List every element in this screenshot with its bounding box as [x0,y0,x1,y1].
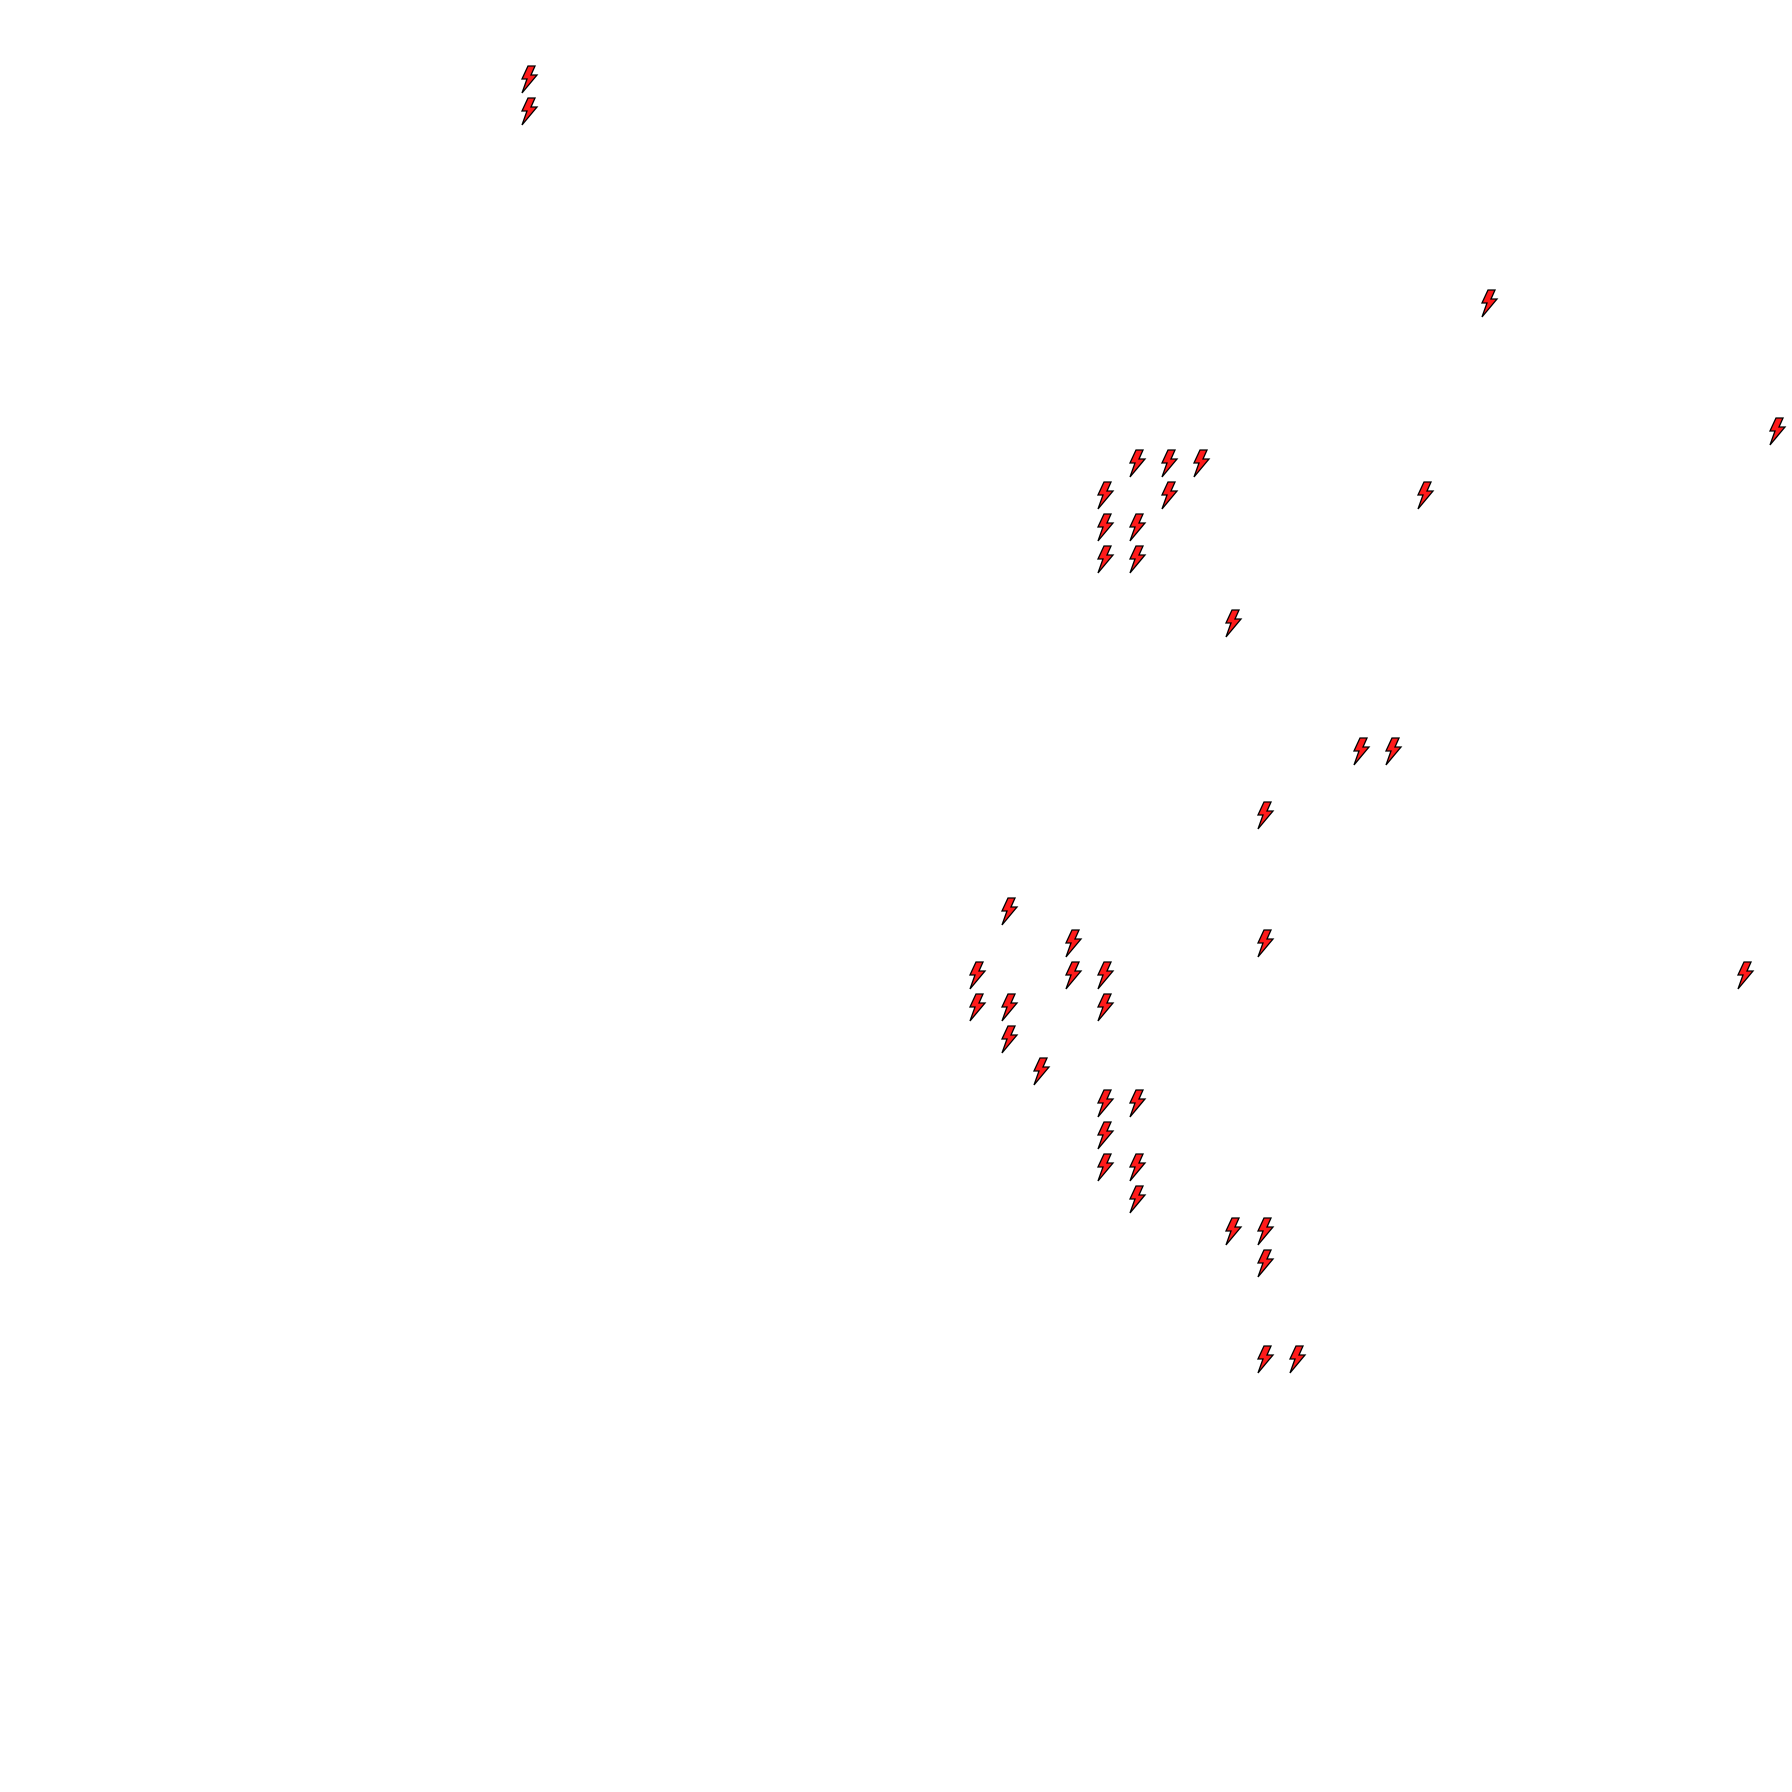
map-marker[interactable] [1352,737,1372,767]
lightning-bolt-icon [1000,993,1019,1022]
map-marker[interactable] [1128,513,1148,543]
map-marker[interactable] [1128,545,1148,575]
lightning-bolt-icon [1192,449,1211,478]
map-marker[interactable] [1736,961,1756,991]
map-marker[interactable] [1256,1217,1276,1247]
map-marker[interactable] [1000,897,1020,927]
lightning-bolt-icon [1384,737,1403,766]
map-marker[interactable] [1128,1185,1148,1215]
map-marker[interactable] [1256,929,1276,959]
map-marker[interactable] [1064,929,1084,959]
map-marker[interactable] [1160,449,1180,479]
lightning-bolt-icon [1000,1025,1019,1054]
map-marker[interactable] [1160,481,1180,511]
map-marker[interactable] [1128,1153,1148,1183]
lightning-bolt-icon [968,961,987,990]
lightning-bolt-icon [1096,481,1115,510]
lightning-bolt-icon [1256,929,1275,958]
lightning-bolt-icon [1096,1121,1115,1150]
map-marker[interactable] [1096,481,1116,511]
map-marker[interactable] [1096,1089,1116,1119]
map-marker[interactable] [1224,1217,1244,1247]
lightning-bolt-icon [1096,513,1115,542]
lightning-bolt-icon [1736,961,1755,990]
map-marker[interactable] [1096,1121,1116,1151]
lightning-bolt-icon [1256,1217,1275,1246]
lightning-bolt-icon [1096,545,1115,574]
map-marker[interactable] [1096,513,1116,543]
lightning-bolt-icon [1128,513,1147,542]
map-marker[interactable] [1096,961,1116,991]
lightning-bolt-icon [1096,1089,1115,1118]
map-marker[interactable] [1384,737,1404,767]
lightning-bolt-icon [1352,737,1371,766]
lightning-bolt-icon [1160,481,1179,510]
map-marker[interactable] [1256,1249,1276,1279]
map-marker[interactable] [1000,993,1020,1023]
map-marker[interactable] [1288,1345,1308,1375]
map-marker[interactable] [1224,609,1244,639]
map-marker[interactable] [520,65,540,95]
map-marker[interactable] [968,993,988,1023]
lightning-bolt-icon [1096,993,1115,1022]
map-marker[interactable] [1000,1025,1020,1055]
lightning-bolt-icon [1128,1153,1147,1182]
lightning-bolt-icon [520,65,539,94]
lightning-bolt-icon [1128,545,1147,574]
map-marker[interactable] [1096,1153,1116,1183]
lightning-bolt-icon [1416,481,1435,510]
lightning-bolt-icon [1128,449,1147,478]
map-marker[interactable] [1768,417,1788,447]
lightning-bolt-icon [968,993,987,1022]
lightning-bolt-icon [1032,1057,1051,1086]
lightning-bolt-icon [1224,609,1243,638]
map-marker[interactable] [1032,1057,1052,1087]
map-marker[interactable] [968,961,988,991]
map-marker[interactable] [1256,1345,1276,1375]
lightning-bolt-icon [1480,289,1499,318]
lightning-bolt-icon [1000,897,1019,926]
lightning-bolt-icon [1128,1089,1147,1118]
lightning-bolt-icon [1160,449,1179,478]
map-marker[interactable] [520,97,540,127]
lightning-bolt-icon [1256,1345,1275,1374]
lightning-bolt-icon [1256,1249,1275,1278]
lightning-bolt-icon [1096,961,1115,990]
lightning-bolt-icon [520,97,539,126]
lightning-bolt-icon [1064,961,1083,990]
lightning-bolt-icon [1768,417,1787,446]
map-marker[interactable] [1128,1089,1148,1119]
map-marker[interactable] [1192,449,1212,479]
map-marker[interactable] [1480,289,1500,319]
map-marker[interactable] [1256,801,1276,831]
map-marker[interactable] [1128,449,1148,479]
map-marker[interactable] [1416,481,1436,511]
lightning-bolt-icon [1128,1185,1147,1214]
lightning-bolt-icon [1288,1345,1307,1374]
map-marker[interactable] [1096,993,1116,1023]
lightning-bolt-icon [1224,1217,1243,1246]
map-marker[interactable] [1064,961,1084,991]
lightning-bolt-icon [1256,801,1275,830]
map-marker[interactable] [1096,545,1116,575]
lightning-bolt-icon [1064,929,1083,958]
lightning-bolt-icon [1096,1153,1115,1182]
